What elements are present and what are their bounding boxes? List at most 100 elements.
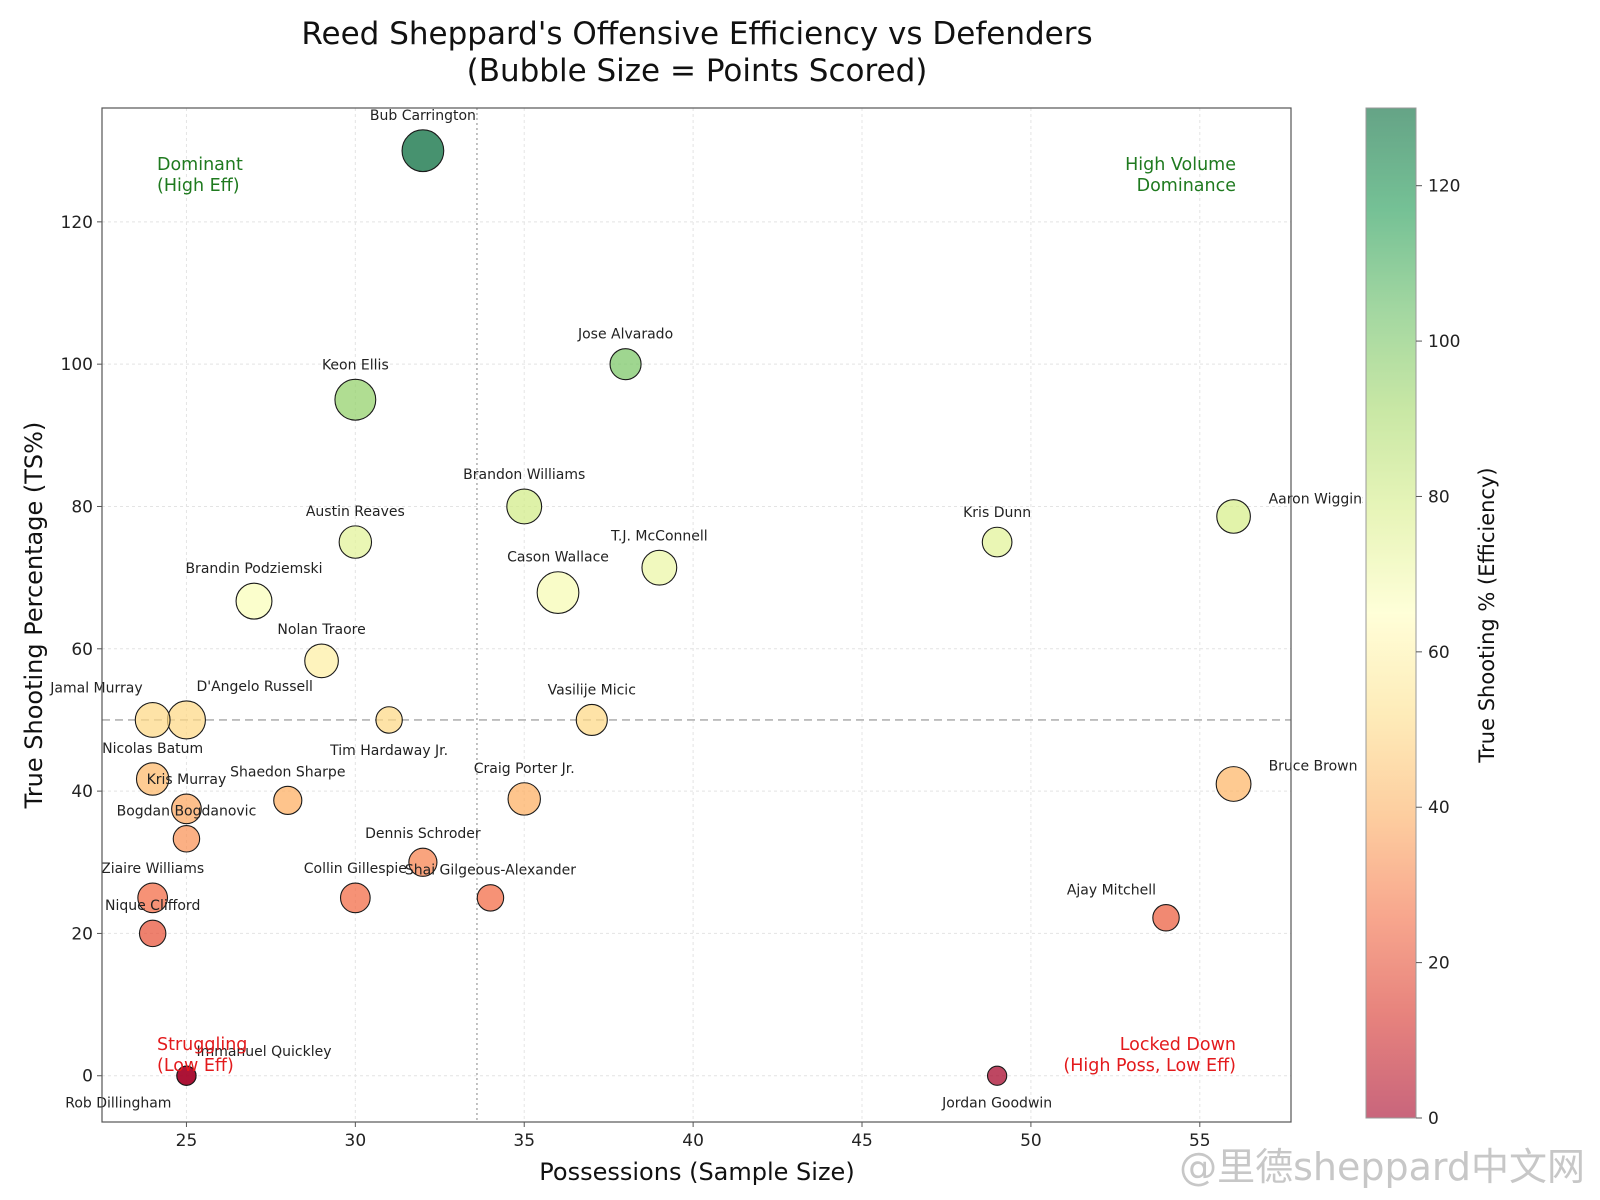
bubble-point [334, 378, 377, 421]
point-label: Vasilije Micic [548, 682, 636, 698]
x-tick-label: 40 [682, 1131, 704, 1151]
bubble-point [338, 525, 373, 559]
bubble-point [476, 884, 505, 912]
bubble-series [134, 129, 1252, 1086]
x-tick-label: 55 [1189, 1131, 1211, 1151]
point-label: Aaron Wiggins [1269, 492, 1370, 508]
point-label: Keon Ellis [322, 357, 389, 373]
x-tick-label: 30 [345, 1131, 367, 1151]
bubble-point [1216, 499, 1251, 534]
bubble-point [273, 785, 303, 815]
bubble-point [986, 1065, 1008, 1086]
chart-title: Reed Sheppard's Offensive Efficiency vs … [301, 16, 1092, 52]
bubble-point [171, 793, 202, 825]
point-label: Immanuel Quickley [196, 1044, 331, 1060]
quadrant-label-line: (High Eff) [157, 176, 240, 196]
quadrant-label: High Volume Dominance [1125, 155, 1236, 196]
y-tick-label: 120 [61, 213, 93, 233]
bubble-point [135, 762, 170, 796]
bubble-point [375, 706, 403, 734]
x-tick-label: 50 [1020, 1131, 1042, 1151]
point-label: Cason Wallace [507, 550, 609, 566]
y-axis-label: True Shooting Percentage (TS%) [20, 422, 48, 810]
point-label: Jordan Goodwin [941, 1095, 1052, 1111]
colorbar [1365, 107, 1417, 1119]
point-label: Bogdan Bogdanovic [117, 804, 257, 820]
point-label: Austin Reaves [306, 504, 405, 520]
bubble-point [609, 348, 642, 381]
point-label: Bruce Brown [1269, 759, 1358, 775]
x-axis-label: Possessions (Sample Size) [539, 1158, 854, 1186]
point-label: Nique Clifford [105, 898, 200, 914]
bubble-point [176, 1065, 197, 1086]
point-labels: Bub Carrington Jose Alvarado Keon Ellis Bra… [49, 108, 1370, 1111]
colorbar-tick-label: 60 [1428, 643, 1450, 663]
bubble-point [408, 847, 438, 877]
colorbar-tick-label: 100 [1428, 332, 1460, 352]
point-label: Kris Dunn [963, 505, 1031, 521]
point-label: Ziaire Williams [101, 861, 204, 877]
quadrant-label-line: High Volume [1125, 155, 1236, 175]
point-label: D'Angelo Russell [196, 679, 312, 695]
y-tick-label: 20 [71, 924, 93, 944]
watermark-text: @里德sheppard中文网 [1179, 1145, 1585, 1189]
point-label: Shaedon Sharpe [230, 764, 345, 780]
point-label: Brandin Podziemski [185, 561, 322, 577]
bubble-point [235, 582, 273, 620]
y-tick-label: 60 [71, 640, 93, 660]
point-label: Collin Gillespie [304, 861, 407, 877]
colorbar-tick-label: 20 [1428, 954, 1450, 974]
x-axis-ticks: 25 30 35 40 45 50 55 [176, 1122, 1211, 1151]
point-label: Tim Hardaway Jr. [329, 743, 448, 759]
chart-subtitle: (Bubble Size = Points Scored) [467, 53, 928, 89]
point-label: Craig Porter Jr. [474, 761, 575, 777]
colorbar-label: True Shooting % (Efficiency) [1475, 467, 1499, 763]
y-tick-label: 0 [82, 1067, 93, 1087]
bubble-point [401, 129, 445, 173]
y-tick-label: 100 [61, 355, 93, 375]
bubble-point [166, 700, 206, 740]
point-label: Nolan Traore [277, 622, 365, 638]
colorbar-tick-label: 80 [1428, 487, 1450, 507]
bubble-point [1215, 766, 1252, 802]
point-label: T.J. McConnell [610, 528, 708, 544]
reference-lines [102, 108, 1291, 1122]
colorbar-tick-label: 0 [1428, 1109, 1439, 1129]
quadrant-label: Struggling (Low Eff) [157, 1035, 247, 1076]
point-label: Nicolas Batum [102, 741, 203, 757]
point-label: Dennis Schroder [365, 826, 481, 842]
bubble-point [981, 526, 1013, 558]
bubble-point [138, 919, 167, 948]
point-label: Brandon Williams [463, 467, 585, 483]
x-tick-label: 45 [851, 1131, 873, 1151]
quadrant-label-line: Struggling [157, 1035, 247, 1055]
point-label: Kris Murray [147, 772, 227, 788]
quadrant-labels: Dominant (High Eff) High Volume Dominance St… [157, 155, 1236, 1076]
colorbar-tick-label: 40 [1428, 798, 1450, 818]
bubble-point [1152, 904, 1180, 932]
plot-frame [101, 107, 1292, 1123]
quadrant-label-line: (Low Eff) [157, 1056, 234, 1076]
bubble-point [506, 488, 543, 525]
quadrant-label-line: Dominance [1137, 176, 1236, 196]
bubble-point [641, 549, 678, 586]
y-tick-label: 40 [71, 782, 93, 802]
quadrant-label-line: Dominant [157, 155, 243, 175]
bubble-point [137, 882, 169, 914]
quadrant-label: Locked Down (High Poss, Low Eff) [1063, 1035, 1236, 1076]
point-label: Shai Gilgeous-Alexander [405, 863, 576, 879]
point-label: Rob Dillingham [65, 1095, 171, 1111]
y-tick-label: 80 [71, 497, 93, 517]
colorbar-ticks: 0 20 40 60 80 100 120 [1416, 177, 1460, 1129]
bubble-point [304, 643, 339, 679]
point-label: Ajay Mitchell [1067, 883, 1156, 899]
quadrant-label-line: (High Poss, Low Eff) [1063, 1056, 1236, 1076]
bubble-point [575, 703, 608, 737]
grid-lines [102, 108, 1291, 1122]
bubble-point [536, 571, 580, 614]
x-tick-label: 35 [513, 1131, 535, 1151]
quadrant-label-line: Locked Down [1120, 1035, 1236, 1055]
point-label: Jamal Murray [49, 681, 142, 697]
point-label: Jose Alvarado [577, 327, 673, 343]
